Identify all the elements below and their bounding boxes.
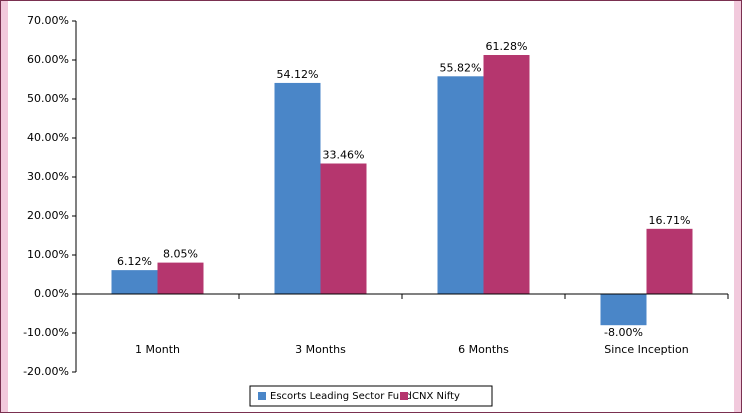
x-tick-label: 3 Months bbox=[295, 343, 346, 356]
bar bbox=[437, 76, 484, 294]
bar bbox=[600, 294, 647, 326]
legend-label: CNX Nifty bbox=[412, 391, 460, 402]
data-label: 8.05% bbox=[163, 248, 198, 261]
y-tick-label: 70.00% bbox=[27, 14, 69, 27]
bar bbox=[483, 55, 530, 295]
x-tick-label: 1 Month bbox=[135, 343, 180, 356]
data-label: 55.82% bbox=[440, 61, 482, 74]
y-tick-label: 10.00% bbox=[27, 248, 69, 261]
y-tick-label: 50.00% bbox=[27, 92, 69, 105]
legend-label: Escorts Leading Sector Fund bbox=[270, 391, 412, 402]
data-label: 54.12% bbox=[277, 68, 319, 81]
data-label: 16.71% bbox=[649, 214, 691, 227]
bar bbox=[157, 262, 204, 294]
data-label: 6.12% bbox=[117, 255, 152, 268]
data-label: 61.28% bbox=[486, 40, 528, 53]
y-tick-label: -10.00% bbox=[23, 326, 69, 339]
y-tick-label: 20.00% bbox=[27, 209, 69, 222]
x-tick-label: 6 Months bbox=[458, 343, 509, 356]
y-tick-label: 60.00% bbox=[27, 53, 69, 66]
bar bbox=[274, 82, 321, 294]
legend-swatch bbox=[258, 392, 266, 400]
bar bbox=[111, 270, 158, 294]
legend-box bbox=[249, 385, 493, 407]
chart: -20.00% -10.00% 0.00% 10.00% 20.00% 30.00% 40.… bbox=[8, 1, 734, 412]
y-tick-label: 0.00% bbox=[34, 287, 69, 300]
data-label: 33.46% bbox=[323, 149, 365, 162]
y-tick-label: 30.00% bbox=[27, 170, 69, 183]
bar bbox=[320, 163, 367, 294]
bar bbox=[646, 228, 693, 294]
legend-swatch bbox=[400, 392, 408, 400]
y-tick-label: -20.00% bbox=[23, 365, 69, 378]
y-tick-label: 40.00% bbox=[27, 131, 69, 144]
x-tick-label: Since Inception bbox=[604, 343, 688, 356]
data-label: -8.00% bbox=[604, 326, 643, 339]
